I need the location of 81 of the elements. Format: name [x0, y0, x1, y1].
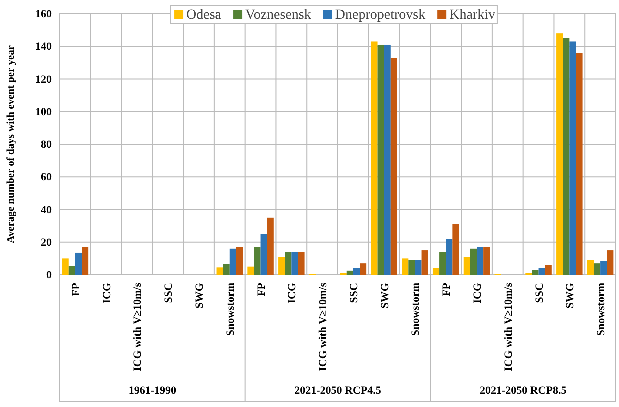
x-tick-label: ICG	[472, 282, 484, 304]
y-tick-label: 140	[36, 41, 52, 54]
x-tick-label: Snowstorm	[410, 283, 422, 336]
bar	[353, 268, 360, 275]
bar	[532, 270, 539, 275]
bar	[402, 258, 409, 275]
y-tick-label: 80	[41, 139, 52, 152]
y-tick-label: 160	[36, 8, 52, 21]
y-tick-label: 60	[41, 172, 52, 184]
bar	[230, 248, 236, 275]
bar	[452, 224, 460, 275]
bar	[216, 268, 224, 275]
text: 1961-1990	[128, 385, 177, 397]
bar	[248, 266, 254, 275]
bar	[390, 58, 398, 275]
y-axis-title: Average number of days with event per year	[6, 45, 17, 244]
x-tick-label: ICG with V≥10m/s	[318, 282, 330, 372]
x-tick-label: ICG with V≥10m/s	[502, 282, 515, 372]
bar	[600, 261, 608, 275]
bar	[563, 38, 570, 275]
bar	[292, 252, 298, 275]
legend-label: Kharkiv	[450, 8, 496, 23]
text: 2021-2050 RCP4.5	[294, 385, 382, 397]
x-tick-label: FP	[70, 282, 82, 296]
bar	[346, 270, 354, 275]
x-tick-label: SWG	[379, 282, 392, 309]
bar	[470, 248, 477, 275]
bar	[587, 260, 594, 275]
bar	[446, 239, 453, 275]
x-tick-label: Snowstorm	[596, 283, 608, 336]
bar	[576, 53, 583, 275]
legend-label: Odesa	[186, 8, 222, 23]
bar	[371, 42, 378, 275]
bar	[464, 257, 470, 275]
x-tick-label: ICG	[101, 282, 114, 304]
bar	[223, 264, 230, 275]
y-tick-label: 20	[41, 236, 52, 249]
bar	[607, 250, 614, 275]
bar	[378, 44, 384, 275]
x-tick-label: FP	[256, 282, 268, 296]
bar	[236, 247, 244, 275]
bar	[278, 257, 286, 275]
bar	[68, 266, 76, 275]
bar	[408, 260, 416, 275]
bar	[285, 252, 292, 275]
bar	[254, 247, 261, 275]
bar	[556, 34, 564, 275]
x-tick-label: FP	[441, 282, 454, 296]
x-tick-label: SWG	[564, 282, 577, 309]
x-tick-label: SSC	[534, 282, 546, 304]
bar	[267, 218, 274, 275]
bar	[415, 260, 422, 275]
bar	[594, 264, 601, 275]
bar	[384, 44, 391, 275]
bar	[260, 234, 268, 275]
bar	[477, 247, 484, 275]
x-tick-label: SWG	[194, 282, 206, 309]
legend-label: Voznesensk	[246, 8, 312, 23]
bar	[570, 42, 576, 275]
bar	[432, 268, 440, 275]
x-tick-label: Snowstorm	[224, 283, 237, 336]
bar	[545, 265, 552, 275]
bar	[62, 258, 69, 275]
bar	[484, 247, 490, 275]
bar	[538, 268, 546, 275]
y-tick-label: 100	[36, 106, 52, 118]
y-tick-label: 40	[41, 204, 52, 216]
y-tick-label: 120	[36, 74, 52, 86]
legend-label: Dnepropetrovsk	[335, 8, 426, 23]
x-tick-label: ICG with V≥10m/s	[132, 282, 144, 372]
bar	[75, 252, 82, 275]
y-tick-label: 0	[46, 270, 52, 282]
bar	[440, 252, 446, 275]
x-tick-label: ICG	[286, 282, 299, 304]
bar	[422, 250, 428, 275]
x-tick-label: SSC	[163, 282, 176, 304]
x-tick-label: SSC	[348, 282, 360, 304]
bar	[360, 264, 367, 275]
bar	[298, 252, 305, 275]
text: 2021-2050 RCP8.5	[480, 385, 568, 397]
bar	[82, 247, 89, 275]
